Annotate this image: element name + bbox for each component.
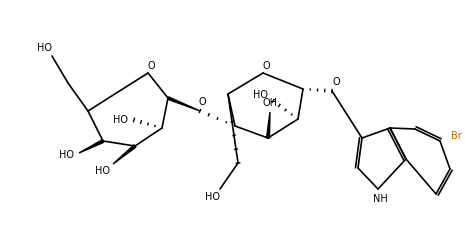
Text: O: O	[198, 97, 206, 107]
Polygon shape	[266, 112, 270, 138]
Polygon shape	[167, 97, 200, 111]
Text: HO: HO	[252, 90, 267, 100]
Text: NH: NH	[372, 194, 387, 204]
Text: O: O	[147, 61, 155, 71]
Text: HO: HO	[59, 150, 73, 160]
Text: HO: HO	[94, 166, 109, 176]
Text: HO: HO	[36, 43, 52, 53]
Polygon shape	[113, 145, 136, 164]
Text: HO: HO	[205, 192, 219, 202]
Text: OH: OH	[263, 98, 278, 108]
Text: Br: Br	[451, 131, 461, 141]
Text: HO: HO	[113, 115, 127, 125]
Polygon shape	[79, 140, 104, 153]
Text: O: O	[332, 77, 340, 87]
Text: O: O	[262, 61, 270, 71]
